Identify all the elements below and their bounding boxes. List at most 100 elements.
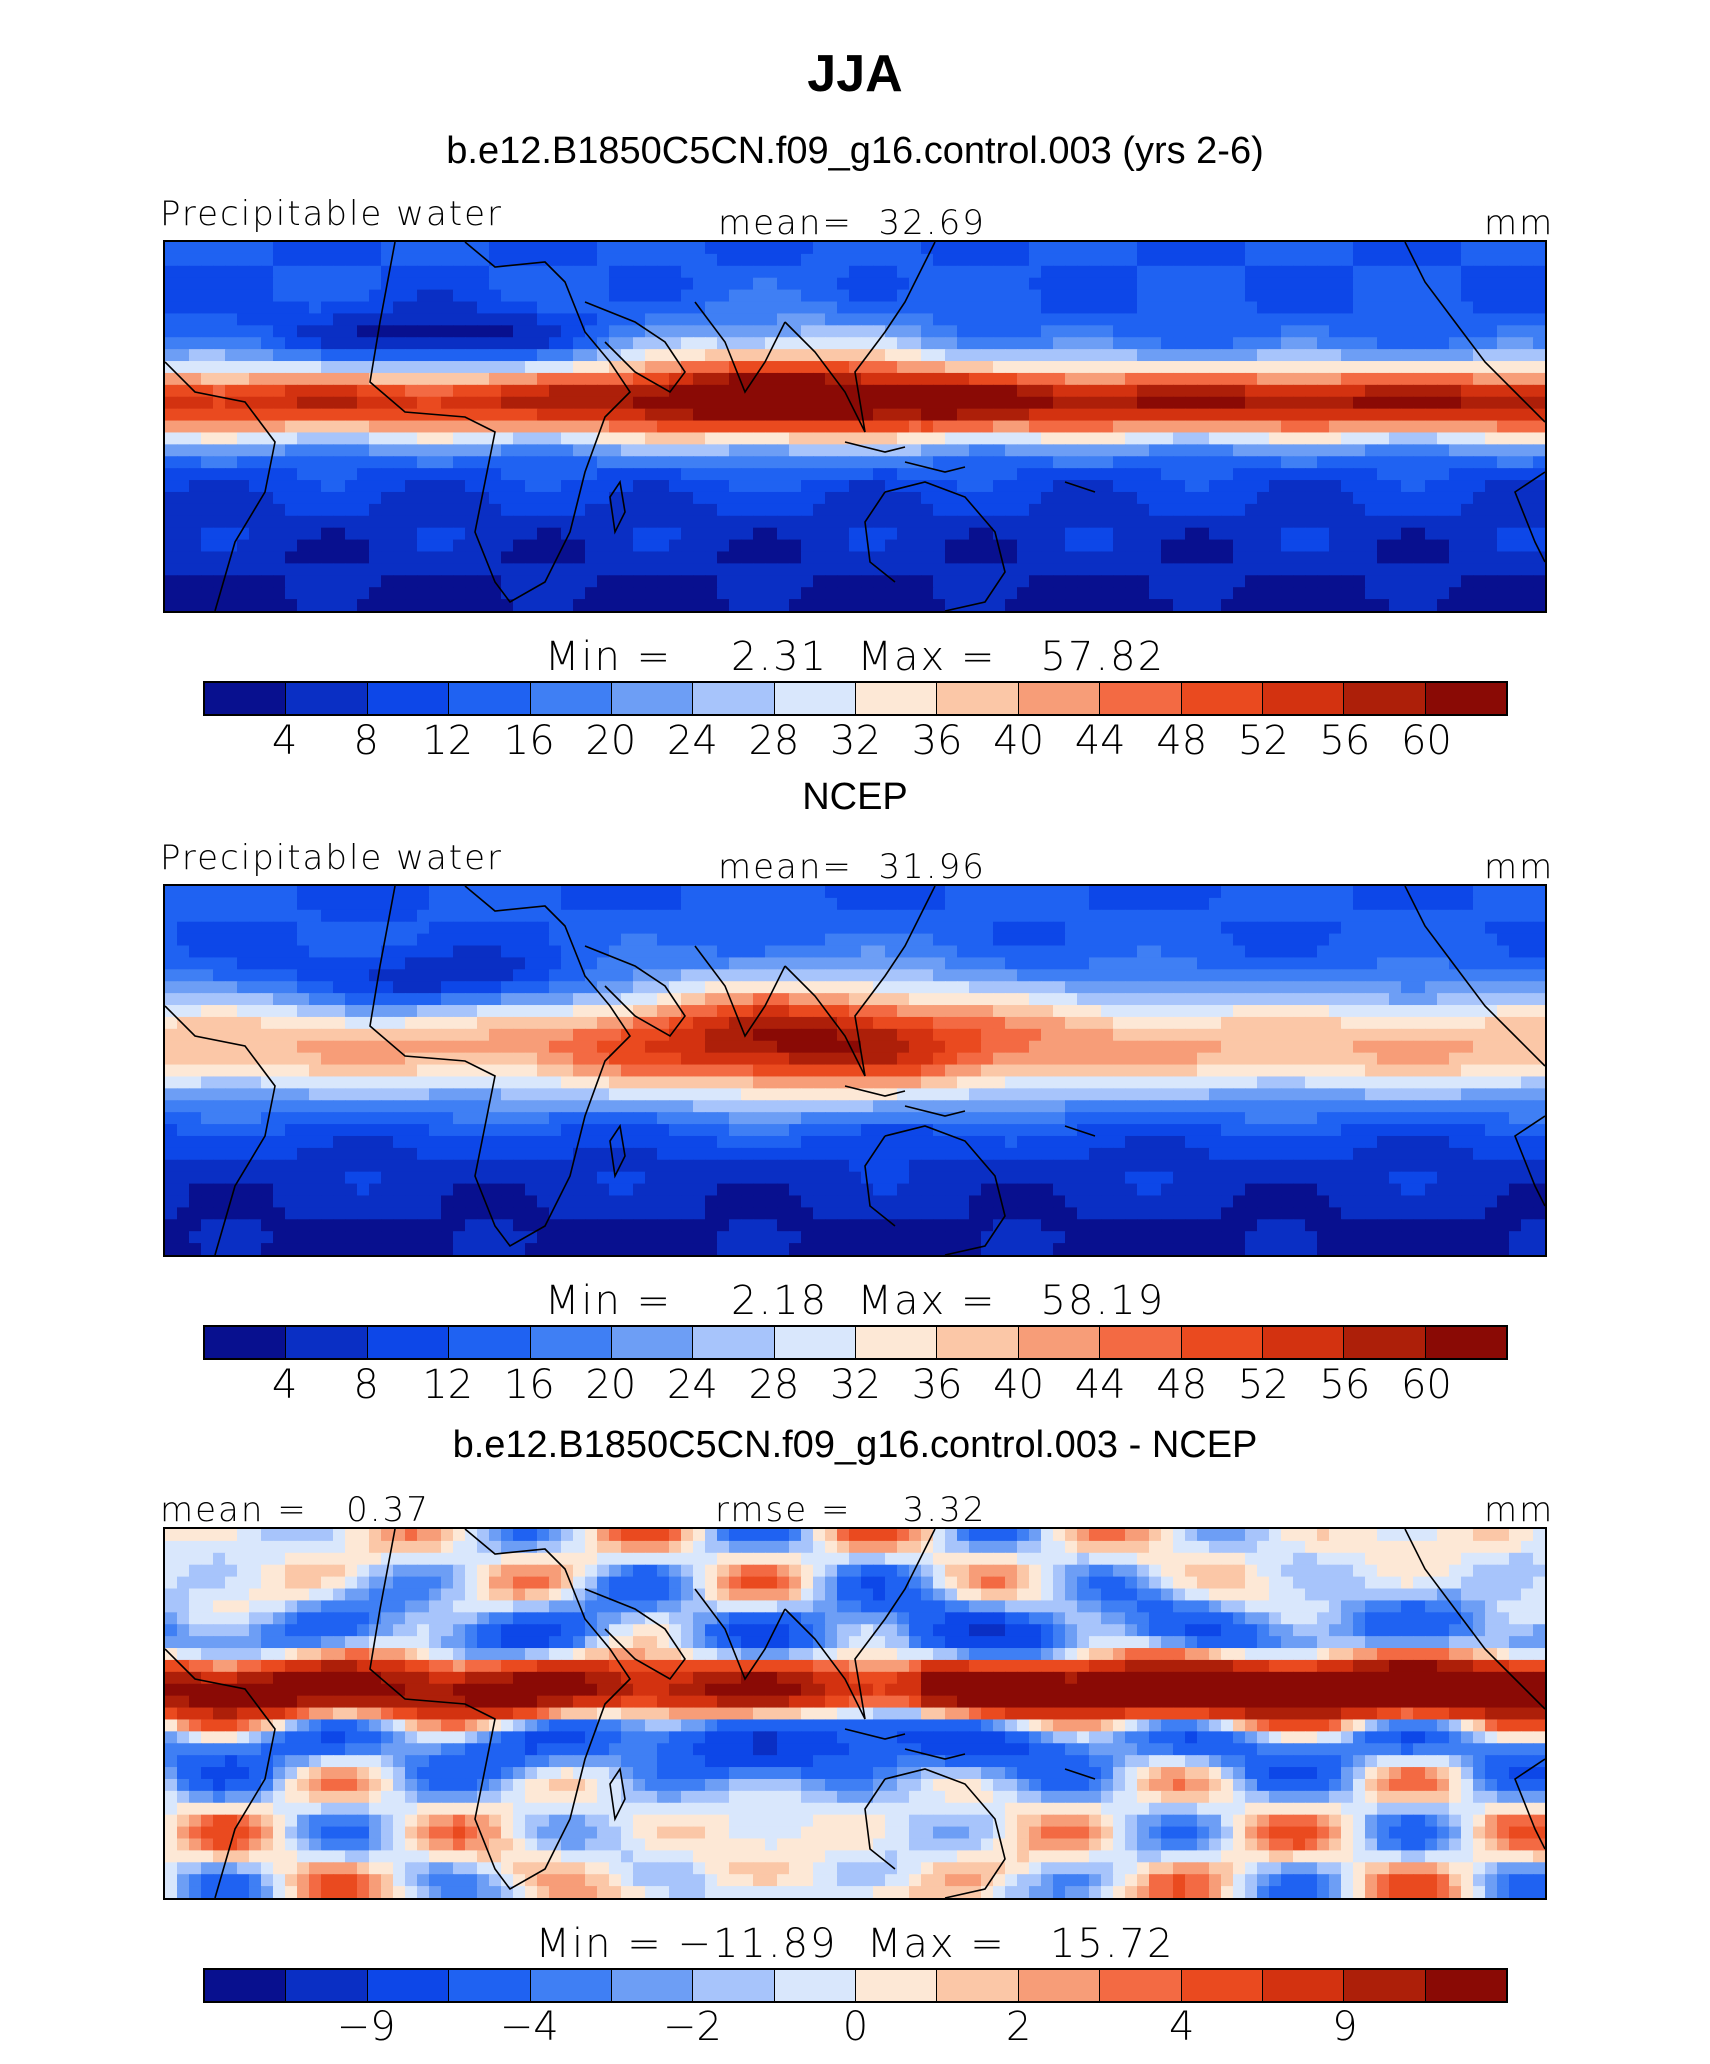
panel-1-mean-label: mean= 32.69: [718, 203, 986, 243]
coastline: [694, 1588, 786, 1681]
coastline: [1404, 886, 1545, 1067]
colorbar-box: [937, 1970, 1019, 2001]
colorbar-box: [1344, 1970, 1426, 2001]
colorbar-tick-label: 28: [748, 1362, 800, 1408]
coastline: [884, 481, 1006, 611]
colorbar-box: [693, 1970, 775, 2001]
colorbar-box: [1425, 1327, 1506, 1358]
panel-1-minmax: Min = 2.31 Max = 57.82: [544, 634, 1166, 680]
coastline: [369, 886, 632, 1248]
coastline: [844, 1728, 906, 1740]
colorbar-tick-label: 40: [993, 718, 1045, 764]
panel-1-colorbar: [203, 681, 1508, 716]
colorbar-box: [1425, 1970, 1506, 2001]
panel-3-rmse-label: rmse = 3.32: [715, 1490, 987, 1530]
coastline: [884, 1125, 1006, 1255]
panel-3-map: [163, 1527, 1547, 1900]
coastline: [584, 1588, 686, 1681]
coastline: [884, 1768, 1006, 1898]
panel-2-map: [163, 884, 1547, 1257]
coastline: [784, 242, 936, 433]
coastline: [784, 886, 936, 1077]
colorbar-tick-label: 4: [271, 1362, 298, 1408]
colorbar-box: [774, 683, 856, 714]
coastline: [694, 945, 786, 1038]
colorbar-tick-label: 28: [748, 718, 800, 764]
coastline: [844, 441, 906, 453]
colorbar-tick-label: 0: [842, 2004, 869, 2050]
colorbar-box: [367, 1327, 450, 1358]
colorbar-box: [530, 1327, 612, 1358]
colorbar-tick-label: 36: [911, 1362, 963, 1408]
colorbar-tick-label: 4: [1169, 2004, 1195, 2050]
colorbar-box: [1018, 1327, 1101, 1358]
colorbar-tick-label: 56: [1319, 718, 1371, 764]
colorbar-tick-label: 4: [271, 718, 298, 764]
panel-2-minmax: Min = 2.18 Max = 58.19: [544, 1278, 1166, 1324]
panel-3-title: b.e12.B1850C5CN.f09_g16.control.003 - NC…: [452, 1424, 1258, 1466]
coastline: [784, 1529, 936, 1720]
colorbar-tick-label: 60: [1400, 718, 1452, 764]
colorbar-tick-label: 16: [503, 1362, 555, 1408]
coastline: [694, 301, 786, 394]
panel-1-map: [163, 240, 1547, 613]
colorbar-tick-label: 52: [1237, 718, 1289, 764]
colorbar-box: [1262, 683, 1345, 714]
colorbar-box: [1100, 1970, 1182, 2001]
colorbar-tick-label: 12: [422, 718, 474, 764]
colorbar-box: [611, 1970, 694, 2001]
figure-title: JJA: [807, 45, 903, 103]
contour-field: [165, 242, 1545, 611]
coastline: [904, 1748, 966, 1760]
panel-1-title: b.e12.B1850C5CN.f09_g16.control.003 (yrs…: [446, 130, 1264, 172]
coastline: [864, 491, 896, 583]
colorbar-tick-label: 24: [666, 1362, 718, 1408]
coastline: [369, 1529, 632, 1891]
colorbar-box: [1018, 1970, 1101, 2001]
colorbar-tick-label: 20: [585, 718, 637, 764]
colorbar-tick-label: 32: [830, 718, 881, 764]
colorbar-box: [611, 1327, 694, 1358]
panel-1-variable-label: Precipitable water: [160, 194, 504, 234]
coastline: [609, 1766, 626, 1822]
coastline: [609, 1123, 626, 1179]
colorbar-tick-label: 48: [1156, 1362, 1208, 1408]
panel-3-colorbar: [203, 1968, 1508, 2003]
colorbar-box: [1181, 1327, 1263, 1358]
coastline: [165, 1648, 276, 1898]
colorbar-box: [937, 1327, 1019, 1358]
colorbar-box: [1344, 683, 1426, 714]
panel-2-units-label: mm: [1484, 847, 1555, 887]
colorbar-box: [1262, 1327, 1345, 1358]
contour-field: [165, 1529, 1545, 1898]
colorbar-box: [530, 1970, 612, 2001]
coastline: [1514, 471, 1545, 563]
coastline: [904, 461, 966, 473]
colorbar-box: [286, 683, 368, 714]
colorbar-box: [530, 683, 612, 714]
colorbar-box: [367, 683, 450, 714]
panel-3-mean-label: mean = 0.37: [160, 1490, 430, 1530]
panel-2-variable-label: Precipitable water: [160, 838, 504, 878]
colorbar-box: [774, 1327, 856, 1358]
colorbar-box: [611, 683, 694, 714]
colorbar-tick-label: −2: [662, 2004, 722, 2050]
panel-3-colorbar-ticks: −9 −4 −2 0 2 4 9: [203, 2004, 1508, 2050]
colorbar-tick-label: 24: [666, 718, 718, 764]
colorbar-tick-label: 44: [1074, 718, 1126, 764]
colorbar-box: [286, 1327, 368, 1358]
coastline: [584, 301, 686, 394]
panel-1-colorbar-ticks: 4 8 12 16 20 24 28 32 36 40 44 48 52 56 60: [203, 718, 1508, 764]
colorbar-tick-label: 16: [503, 718, 555, 764]
colorbar-tick-label: −9: [336, 2004, 396, 2050]
colorbar-box: [205, 1970, 287, 2001]
colorbar-box: [1344, 1327, 1426, 1358]
coastline: [844, 1085, 906, 1097]
colorbar-tick-label: 20: [585, 1362, 637, 1408]
colorbar-tick-label: 9: [1332, 2004, 1358, 2050]
colorbar-tick-label: 52: [1237, 1362, 1289, 1408]
panel-2-colorbar-ticks: 4 8 12 16 20 24 28 32 36 40 44 48 52 56 60: [203, 1362, 1508, 1408]
coastline: [165, 1005, 276, 1255]
colorbar-box: [937, 683, 1019, 714]
coastline: [1404, 1529, 1545, 1710]
